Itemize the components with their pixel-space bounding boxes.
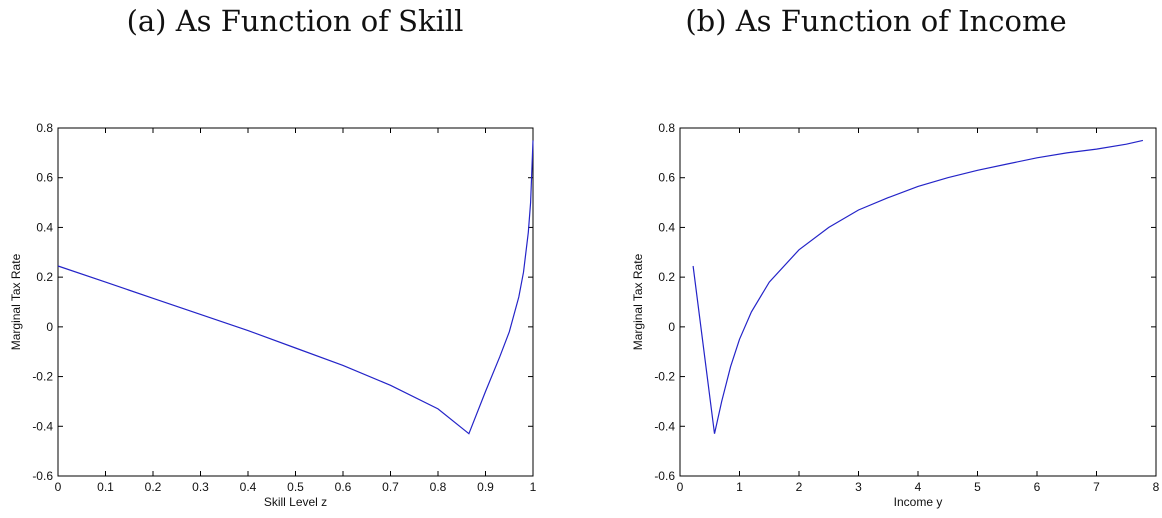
x-axis-label: Income y	[894, 495, 943, 509]
x-tick-label: 1	[736, 480, 743, 494]
x-tick-label: 6	[1034, 480, 1041, 494]
plot-frame	[57, 127, 534, 477]
x-tick-label: 0.8	[430, 480, 447, 494]
x-tick-label: 5	[974, 480, 981, 494]
y-tick-label: 0	[668, 320, 675, 334]
y-tick-label: -0.6	[654, 469, 675, 483]
x-tick-label: 0	[677, 480, 684, 494]
y-tick-label: -0.6	[32, 469, 53, 483]
y-axis-label: Marginal Tax Rate	[9, 253, 23, 350]
x-tick-label: 0.5	[287, 480, 304, 494]
x-tick-label: 7	[1093, 480, 1100, 494]
y-tick-label: -0.4	[654, 419, 675, 433]
x-tick-label: 0.6	[335, 480, 352, 494]
y-tick-label: 0.4	[36, 220, 53, 234]
x-tick-label: 2	[796, 480, 803, 494]
y-tick-label: 0.6	[658, 171, 675, 185]
x-tick-label: 0.4	[240, 480, 257, 494]
x-tick-label: 0.1	[97, 480, 114, 494]
x-tick-label: 1	[530, 480, 537, 494]
x-tick-label: 4	[915, 480, 922, 494]
chart-income-svg: 0 1 2 3 4 5 6 7 8 -0.6 -0.4 -0.2 0 0.2 0.4 0.6 0.8 Income…	[631, 121, 1160, 509]
y-tick-label: -0.2	[32, 370, 53, 384]
y-tick-label: -0.2	[654, 370, 675, 384]
x-tick-label: 0	[55, 480, 62, 494]
x-tick-label: 0.3	[192, 480, 209, 494]
y-tick-label: 0	[46, 320, 53, 334]
x-tick-label: 3	[855, 480, 862, 494]
chart-panel-skill: (a) As Function of Skill 0 0.1 0.2 0.3 0.4 0.…	[9, 4, 537, 509]
series-line	[692, 139, 1144, 434]
y-tick-label: 0.8	[36, 121, 53, 135]
panel-title: (b) As Function of Income	[685, 4, 1067, 38]
y-tick-label: 0.2	[36, 270, 53, 284]
chart-skill-svg: 0 0.1 0.2 0.3 0.4 0.5 0.6 0.7 0.8 0.9 1 -0.6 -0.4 -0.…	[9, 121, 537, 509]
x-tick-label: 0.2	[145, 480, 162, 494]
y-tick-label: -0.4	[32, 419, 53, 433]
plot-frame	[679, 127, 1157, 477]
chart-panel-income: (b) As Function of Income 0 1 2 3 4 5 6 7 8 -0.6 -…	[590, 0, 1162, 518]
x-tick-label: 8	[1153, 480, 1160, 494]
y-tick-label: 0.8	[658, 121, 675, 135]
y-axis-label: Marginal Tax Rate	[631, 253, 645, 350]
series-line	[57, 140, 534, 435]
panel-title: (a) As Function of Skill	[126, 4, 464, 38]
y-tick-label: 0.4	[658, 220, 675, 234]
y-tick-label: 0.6	[36, 171, 53, 185]
y-tick-label: 0.2	[658, 270, 675, 284]
x-axis-label: Skill Level z	[264, 495, 327, 509]
x-tick-label: 0.9	[477, 480, 494, 494]
x-tick-label: 0.7	[382, 480, 399, 494]
